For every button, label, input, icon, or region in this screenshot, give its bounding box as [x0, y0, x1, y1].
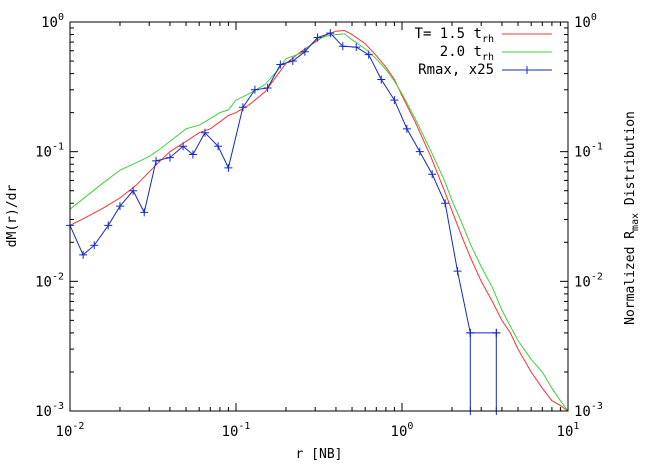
y-tick-label-exp: -2	[591, 271, 603, 282]
x-tick-label-exp: 0	[407, 421, 413, 432]
series-point-3	[214, 142, 223, 151]
series-point-3	[300, 47, 309, 56]
legend-label-2: 2.0 trh	[440, 44, 494, 63]
y-tick-label-base: 10	[574, 404, 591, 420]
series-point-3	[466, 328, 475, 337]
x-tick-label-exp: 1	[573, 421, 579, 432]
y-tick-label-right: 10-3	[574, 401, 603, 420]
y-tick-label-base: 10	[35, 145, 52, 161]
y-tick-label-exp: -1	[52, 142, 64, 153]
x-tick-label: 10-2	[56, 421, 85, 440]
series-point-3	[79, 250, 88, 259]
legend-label-1-main: T= 1.5 t	[415, 26, 482, 42]
legend-label-1: T= 1.5 trh	[415, 26, 494, 45]
y-tick-label-left: 100	[41, 12, 64, 31]
y-axis-label-right-main: Normalized R	[623, 231, 638, 325]
y-tick-label-base: 10	[574, 274, 591, 290]
legend-marker-3	[523, 66, 531, 74]
y-tick-label-left: 10-3	[35, 401, 64, 420]
series-point-3	[276, 60, 285, 69]
series-layer	[66, 29, 569, 415]
series-point-3	[250, 85, 259, 94]
series-point-3	[165, 153, 174, 162]
x-tick-label-base: 10	[222, 424, 239, 440]
y-tick-label-exp: 0	[58, 12, 64, 23]
y-axis-label-right: Normalized Rmax Distribution	[623, 111, 641, 325]
series-point-3	[115, 202, 124, 211]
y-tick-label-base: 10	[574, 15, 591, 31]
series-point-3	[152, 156, 161, 165]
x-axis-label: r [NB]	[296, 447, 343, 462]
y-tick-label-right: 10-1	[574, 142, 603, 161]
y-axis-label-left: dM(r)/dr	[5, 185, 20, 248]
series-point-3	[179, 142, 188, 151]
y-tick-label-exp: -2	[52, 271, 64, 282]
series-point-3	[313, 33, 322, 42]
series-point-3	[338, 42, 347, 51]
y-axis-label-right-sub: max	[630, 213, 641, 231]
legend: T= 1.5 trh 2.0 trh Rmax, x25	[415, 26, 552, 78]
series-point-3	[288, 57, 297, 66]
series-line-2	[69, 33, 569, 412]
series-point-3	[428, 170, 437, 179]
series-line-3	[69, 32, 497, 411]
y-tick-label-exp: -3	[52, 401, 64, 412]
series-point-3	[326, 29, 335, 38]
y-axis-label-right-tail: Distribution	[623, 111, 638, 213]
series-point-3	[90, 241, 99, 250]
series-point-3	[129, 186, 138, 195]
x-tick-label-exp: -1	[238, 421, 250, 432]
series-point-3	[104, 221, 113, 230]
x-tick-label: 100	[391, 421, 414, 440]
series-point-3	[238, 103, 247, 112]
series-point-3	[263, 83, 272, 92]
series-point-3	[441, 199, 450, 208]
x-tick-label-base: 10	[557, 424, 574, 440]
y-tick-label-right: 10-2	[574, 271, 603, 290]
plot-frame	[69, 21, 569, 412]
series-point-3	[402, 124, 411, 133]
y-tick-label-right: 100	[574, 12, 597, 31]
series-line-1	[69, 29, 569, 412]
series-point-3	[140, 208, 149, 217]
series-point-3	[364, 50, 373, 59]
y-tick-label-exp: -1	[591, 142, 603, 153]
series-point-3	[352, 43, 361, 52]
legend-label-2-main: 2.0 t	[440, 44, 482, 60]
y-tick-label-base: 10	[35, 404, 52, 420]
series-point-3	[200, 128, 209, 137]
x-tick-label: 101	[557, 421, 580, 440]
x-tick-label-base: 10	[391, 424, 408, 440]
series-point-3	[492, 328, 501, 337]
legend-label-2-sub: rh	[482, 52, 494, 63]
legend-label-3: Rmax, x25	[418, 62, 494, 78]
x-tick-label: 10-1	[222, 421, 251, 440]
y-tick-label-base: 10	[574, 145, 591, 161]
x-tick-label-exp: -2	[72, 421, 84, 432]
y-tick-label-base: 10	[35, 274, 52, 290]
series-point-3	[415, 147, 424, 156]
series-point-3	[377, 75, 386, 84]
y-tick-label-left: 10-2	[35, 271, 64, 290]
legend-label-1-sub: rh	[482, 34, 494, 45]
x-tick-label-base: 10	[56, 424, 73, 440]
y-tick-label-exp: -3	[591, 401, 603, 412]
y-tick-label-left: 10-1	[35, 142, 64, 161]
series-point-3	[224, 163, 233, 172]
series-point-3	[453, 267, 462, 276]
series-point-3	[188, 150, 197, 159]
y-tick-label-base: 10	[41, 15, 58, 31]
y-tick-label-exp: 0	[591, 12, 597, 23]
series-point-3	[390, 96, 399, 105]
